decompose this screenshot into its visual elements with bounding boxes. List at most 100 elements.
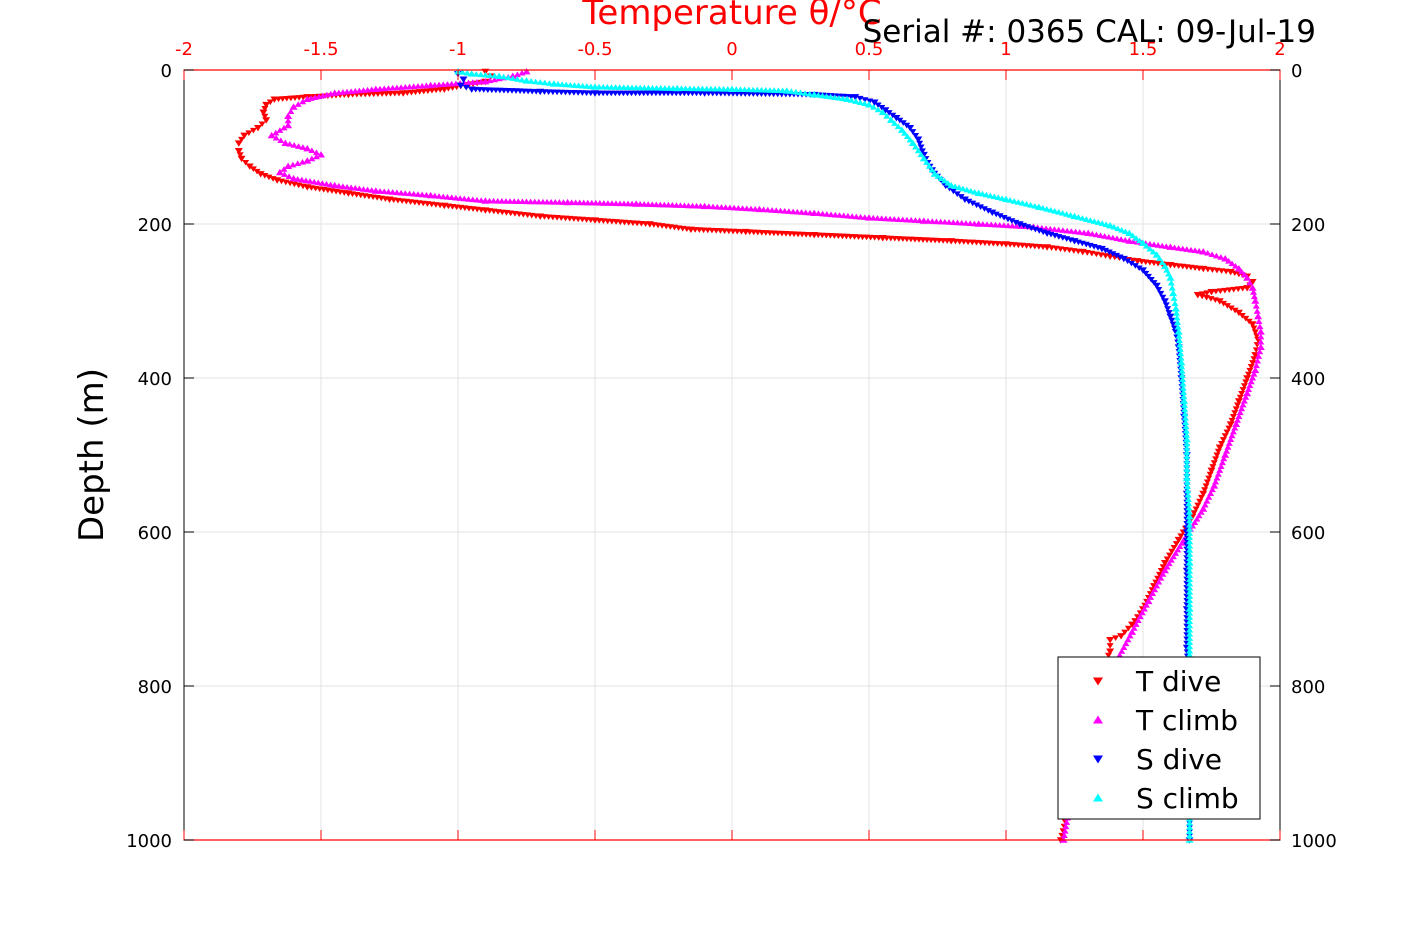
data-point — [1094, 219, 1102, 225]
data-point — [1186, 614, 1194, 620]
data-point — [1167, 279, 1175, 286]
legend: T dive T climb S dive S climb — [1057, 656, 1261, 820]
x-tick-label: 1.5 — [1129, 39, 1158, 60]
data-point — [238, 136, 246, 143]
data-point — [1240, 397, 1248, 404]
data-point — [477, 78, 485, 85]
data-point — [314, 179, 322, 186]
data-point — [823, 93, 831, 99]
data-point — [1154, 575, 1162, 582]
data-point — [835, 212, 843, 218]
data-point — [1160, 560, 1169, 567]
data-point — [1155, 287, 1163, 293]
data-point — [827, 211, 835, 218]
data-point — [1097, 245, 1106, 253]
data-point — [1202, 483, 1210, 489]
data-point — [1238, 268, 1246, 275]
data-point — [881, 107, 890, 114]
data-point — [1131, 263, 1139, 269]
data-point — [380, 85, 388, 92]
data-point — [1186, 521, 1194, 528]
data-point — [903, 133, 911, 140]
data-point — [295, 143, 303, 149]
data-point — [234, 140, 243, 147]
data-point — [380, 188, 388, 195]
data-point — [1000, 214, 1008, 221]
data-point — [1244, 371, 1252, 378]
data-point — [1150, 241, 1158, 248]
data-point — [443, 194, 451, 200]
data-point — [1151, 586, 1159, 593]
data-point — [504, 74, 512, 81]
data-point — [923, 159, 931, 165]
data-point — [452, 194, 460, 201]
data-point — [1106, 221, 1115, 229]
data-point — [286, 141, 294, 147]
data-point — [1160, 298, 1169, 305]
data-point — [1246, 279, 1254, 286]
data-point — [1008, 218, 1016, 224]
data-point — [1186, 584, 1194, 591]
data-point — [294, 101, 302, 107]
y-axis-title: Depth (m) — [72, 368, 112, 542]
y-tick-label-left: 400 — [138, 369, 172, 390]
data-point — [1255, 353, 1263, 359]
data-point — [1098, 220, 1106, 226]
data-point — [1183, 432, 1191, 438]
data-point — [1229, 414, 1237, 420]
data-point — [1215, 298, 1224, 305]
data-point — [1178, 372, 1186, 378]
data-point — [851, 94, 860, 101]
data-point — [317, 151, 325, 158]
data-point — [1174, 319, 1182, 326]
data-point — [1097, 232, 1105, 238]
data-point — [303, 157, 312, 164]
data-point — [1228, 417, 1236, 424]
data-point — [298, 176, 306, 183]
data-point — [280, 166, 288, 172]
data-point — [874, 102, 882, 109]
data-point — [448, 194, 456, 201]
data-point — [1185, 513, 1194, 520]
legend-marker — [1093, 755, 1103, 764]
data-point — [1250, 371, 1258, 377]
x-tick-label: 0.5 — [855, 39, 884, 60]
data-point — [1117, 236, 1125, 242]
data-point — [1072, 228, 1080, 235]
data-point — [1196, 498, 1204, 505]
data-point — [1212, 456, 1220, 462]
data-point — [1186, 618, 1194, 625]
data-point — [1239, 401, 1247, 408]
data-point — [1186, 626, 1194, 633]
data-point — [1254, 312, 1263, 320]
data-point — [306, 178, 314, 184]
data-point — [1183, 462, 1191, 468]
data-point — [495, 72, 504, 79]
data-point — [261, 106, 269, 112]
data-point — [1124, 625, 1132, 632]
data-point — [1186, 828, 1194, 835]
data-point — [955, 184, 963, 191]
data-point — [1215, 444, 1224, 451]
data-point — [1157, 575, 1165, 581]
data-point — [1147, 276, 1155, 283]
data-point — [422, 82, 430, 89]
data-point — [1104, 652, 1112, 659]
data-point — [914, 136, 923, 143]
data-point — [1180, 402, 1188, 408]
data-point — [1242, 379, 1250, 385]
data-point — [401, 190, 409, 196]
data-point — [462, 84, 470, 91]
data-point — [1059, 210, 1067, 216]
data-point — [308, 155, 316, 162]
data-point — [1166, 274, 1175, 281]
data-point — [518, 69, 526, 76]
data-point — [364, 186, 372, 193]
data-point — [1076, 229, 1084, 235]
data-point — [896, 117, 904, 124]
data-point — [1238, 390, 1246, 397]
data-point — [1183, 479, 1191, 485]
data-point — [303, 144, 312, 152]
y-tick-label-left: 0 — [161, 61, 172, 82]
y-tick-label-left: 800 — [138, 677, 172, 698]
